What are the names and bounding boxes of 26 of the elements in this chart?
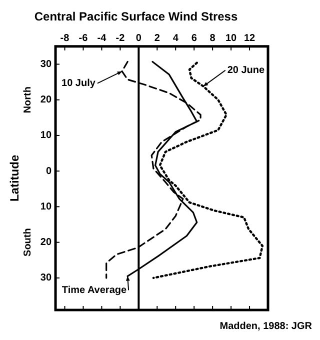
text: North <box>22 86 34 114</box>
x-tick-label: 6 <box>191 33 198 44</box>
x-tick-label: -8 <box>60 33 70 44</box>
x-tick-label: -6 <box>78 33 88 44</box>
chart-title: Central Pacific Surface Wind Stress <box>34 10 238 24</box>
annotation: 10 July <box>62 78 96 90</box>
x-tick-label: 0 <box>136 33 142 44</box>
y-tick-label: 0 <box>46 166 52 177</box>
y-tick-label: 30 <box>40 272 52 284</box>
y-tick-label: 10 <box>40 130 52 142</box>
x-tick-label: 10 <box>225 33 238 44</box>
x-tick-label: 12 <box>244 33 256 44</box>
x-tick-label: 2 <box>154 33 160 44</box>
y-tick-label: 20 <box>40 94 52 106</box>
y-tick-label: 10 <box>40 201 52 212</box>
y-tick-label: 20 <box>40 237 52 248</box>
text: South <box>22 228 34 256</box>
annotation: Time Average <box>62 284 127 296</box>
y-tick-label: 30 <box>40 58 52 70</box>
x-tick-label: -2 <box>116 33 126 44</box>
text: Madden, 1988: JGR <box>220 320 313 332</box>
y-axis-title: Latitude <box>8 154 22 202</box>
x-tick-label: -4 <box>97 33 107 44</box>
annotation: 20 June <box>227 65 266 76</box>
x-tick-label: 4 <box>172 33 179 44</box>
x-tick-label: 8 <box>210 33 216 44</box>
